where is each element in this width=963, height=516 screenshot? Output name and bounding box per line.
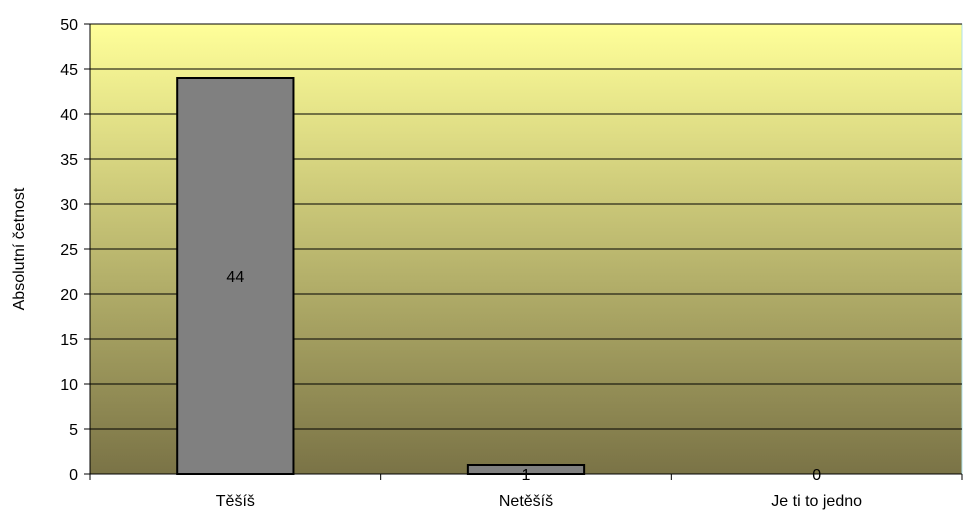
y-axis-title: Absolutní četnost	[11, 187, 28, 310]
y-tick-label: 20	[60, 287, 78, 304]
y-tick-label: 30	[60, 197, 78, 214]
y-tick-label: 5	[69, 422, 78, 439]
data-label: 0	[812, 467, 821, 484]
bar	[176, 77, 295, 475]
data-label: 44	[226, 269, 244, 286]
y-tick-label: 0	[69, 467, 78, 484]
x-tick-label: Těšíš	[216, 493, 255, 510]
x-tick-label: Netěšíš	[499, 493, 553, 510]
y-tick-label: 45	[60, 62, 78, 79]
y-tick-label: 35	[60, 152, 78, 169]
y-tick-label: 50	[60, 17, 78, 34]
data-label: 1	[522, 467, 531, 484]
y-tick-label: 10	[60, 377, 78, 394]
bars	[176, 77, 586, 475]
y-tick-label: 25	[60, 242, 78, 259]
x-tick-label: Je ti to jedno	[771, 493, 862, 510]
x-axis: Těšíš Netěšíš Je ti to jedno	[89, 473, 963, 510]
y-tick-label: 40	[60, 107, 78, 124]
y-tick-label: 15	[60, 332, 78, 349]
data-labels: 44 1 0	[226, 269, 821, 484]
y-axis: 0 5 10 15 20 25 30 35 40 45 50	[60, 17, 91, 484]
